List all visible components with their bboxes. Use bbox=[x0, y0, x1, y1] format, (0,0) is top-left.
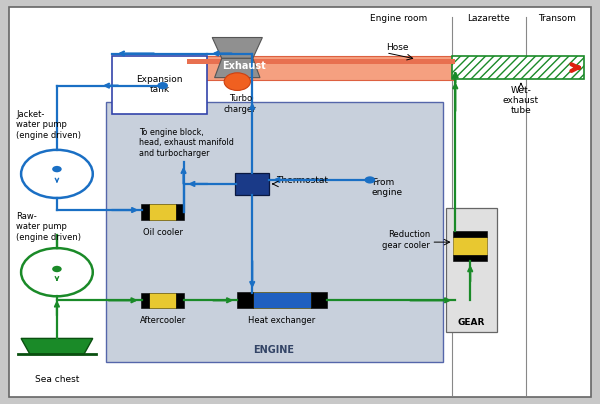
Text: Expansion
tank: Expansion tank bbox=[136, 75, 183, 95]
Bar bbox=[253, 292, 311, 308]
Text: ENGINE: ENGINE bbox=[253, 345, 293, 355]
Circle shape bbox=[365, 176, 375, 183]
Text: Turbo
charger: Turbo charger bbox=[224, 95, 257, 114]
Circle shape bbox=[21, 150, 93, 198]
Text: Thermostat: Thermostat bbox=[276, 176, 328, 185]
Text: Raw-
water pump
(engine driven): Raw- water pump (engine driven) bbox=[16, 212, 82, 242]
Bar bbox=[187, 59, 455, 64]
Text: Sea chest: Sea chest bbox=[35, 375, 79, 384]
Text: Transom: Transom bbox=[538, 14, 576, 23]
Bar bbox=[452, 56, 584, 79]
Polygon shape bbox=[215, 58, 260, 78]
Circle shape bbox=[224, 73, 250, 90]
Bar bbox=[149, 204, 176, 220]
Bar bbox=[235, 173, 269, 195]
Bar bbox=[106, 102, 443, 362]
Polygon shape bbox=[21, 339, 93, 354]
Text: Reduction
gear cooler: Reduction gear cooler bbox=[382, 230, 430, 250]
Circle shape bbox=[52, 166, 62, 173]
Circle shape bbox=[21, 248, 93, 296]
Text: GEAR: GEAR bbox=[458, 318, 485, 327]
Text: Heat exchanger: Heat exchanger bbox=[248, 316, 316, 325]
Text: Jacket-
water pump
(engine driven): Jacket- water pump (engine driven) bbox=[16, 110, 82, 139]
Text: Exhaust: Exhaust bbox=[223, 61, 266, 71]
Polygon shape bbox=[212, 38, 262, 58]
Bar bbox=[112, 56, 208, 114]
Bar bbox=[149, 292, 176, 308]
Text: Aftercooler: Aftercooler bbox=[140, 316, 186, 324]
Bar bbox=[141, 292, 149, 308]
Text: Wet-
exhaust
tube: Wet- exhaust tube bbox=[503, 86, 539, 116]
Bar bbox=[446, 208, 497, 332]
Text: Hose: Hose bbox=[386, 43, 409, 52]
Text: Lazarette: Lazarette bbox=[467, 14, 510, 23]
Bar bbox=[454, 255, 487, 261]
Bar bbox=[187, 56, 455, 80]
Text: Engine room: Engine room bbox=[370, 14, 427, 23]
Bar bbox=[311, 292, 327, 308]
Bar bbox=[176, 204, 184, 220]
Text: To engine block,
head, exhaust manifold
and turbocharger: To engine block, head, exhaust manifold … bbox=[139, 128, 233, 158]
Circle shape bbox=[52, 266, 62, 272]
Circle shape bbox=[157, 82, 168, 89]
Bar bbox=[141, 204, 149, 220]
Bar bbox=[176, 292, 184, 308]
Bar bbox=[454, 231, 487, 237]
Bar bbox=[454, 237, 487, 255]
Text: From
engine: From engine bbox=[371, 178, 403, 197]
Text: Oil cooler: Oil cooler bbox=[143, 228, 182, 237]
Bar bbox=[237, 292, 253, 308]
